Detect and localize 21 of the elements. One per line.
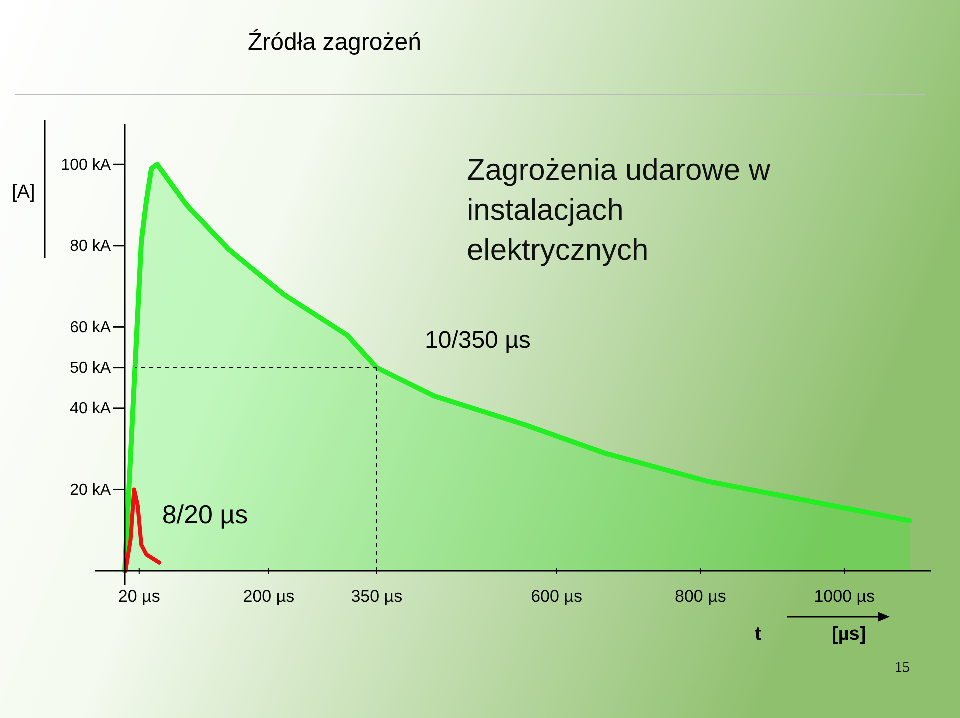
y-tick-label: 80 kA [70, 238, 112, 256]
y-tick-label: 60 kA [70, 319, 112, 336]
x-tick-label: 350 µs [351, 587, 403, 606]
text: [µs] [832, 624, 866, 645]
x-tick-label: 1000 µs [814, 587, 876, 606]
x-tick-label: 200 µs [243, 587, 295, 606]
x-tick-label: 20 µs [118, 587, 160, 606]
text: Zagrożenia udarowe w instalacjach elektrycznych [467, 154, 771, 267]
y-tick-label: 20 kA [70, 482, 112, 499]
x-tick-label: 600 µs [531, 587, 582, 606]
series-label: 10/350 µs [425, 327, 531, 354]
line-series [124, 488, 162, 573]
y-tick-label: 50 kA [70, 360, 112, 377]
y-tick-label: 100 kA [61, 156, 112, 174]
x-axis-title: t [755, 624, 762, 645]
series-label: 8/20 µs [162, 500, 248, 530]
chart-title: Źródła zagrożeń [248, 29, 422, 56]
x-tick-label: 800 µs [675, 587, 726, 606]
text: 15 [895, 660, 910, 676]
y-axis-title: [A] [12, 182, 36, 203]
y-tick-label: 40 kA [70, 400, 112, 418]
